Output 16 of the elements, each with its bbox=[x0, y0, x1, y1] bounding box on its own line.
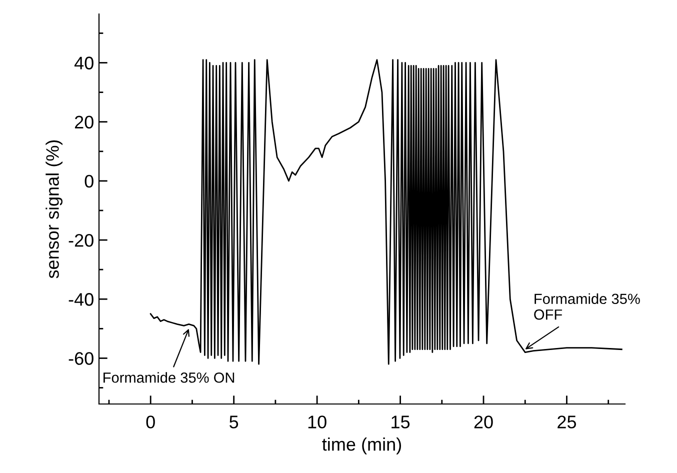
x-tick-label: 25 bbox=[558, 416, 576, 428]
annotation: Formamide 35% OFF bbox=[534, 293, 640, 320]
y-axis-title: sensor signal (%) bbox=[46, 140, 62, 278]
y-tick-label: -60 bbox=[68, 352, 94, 365]
y-tick-label: 20 bbox=[74, 116, 94, 129]
x-tick-label: 10 bbox=[308, 416, 326, 428]
x-tick-label: 0 bbox=[146, 416, 155, 428]
y-tick-label: 0 bbox=[84, 174, 94, 188]
x-tick-label: 5 bbox=[230, 416, 238, 428]
y-tick-label: 40 bbox=[74, 56, 94, 70]
y-tick-label: -40 bbox=[68, 293, 94, 306]
y-tick-label: -20 bbox=[68, 234, 94, 247]
annotation: Formamide 35% ON bbox=[104, 372, 234, 383]
x-tick-label: 20 bbox=[474, 416, 493, 428]
x-tick-label: 15 bbox=[392, 416, 410, 428]
x-axis-title: time (min) bbox=[322, 438, 402, 454]
